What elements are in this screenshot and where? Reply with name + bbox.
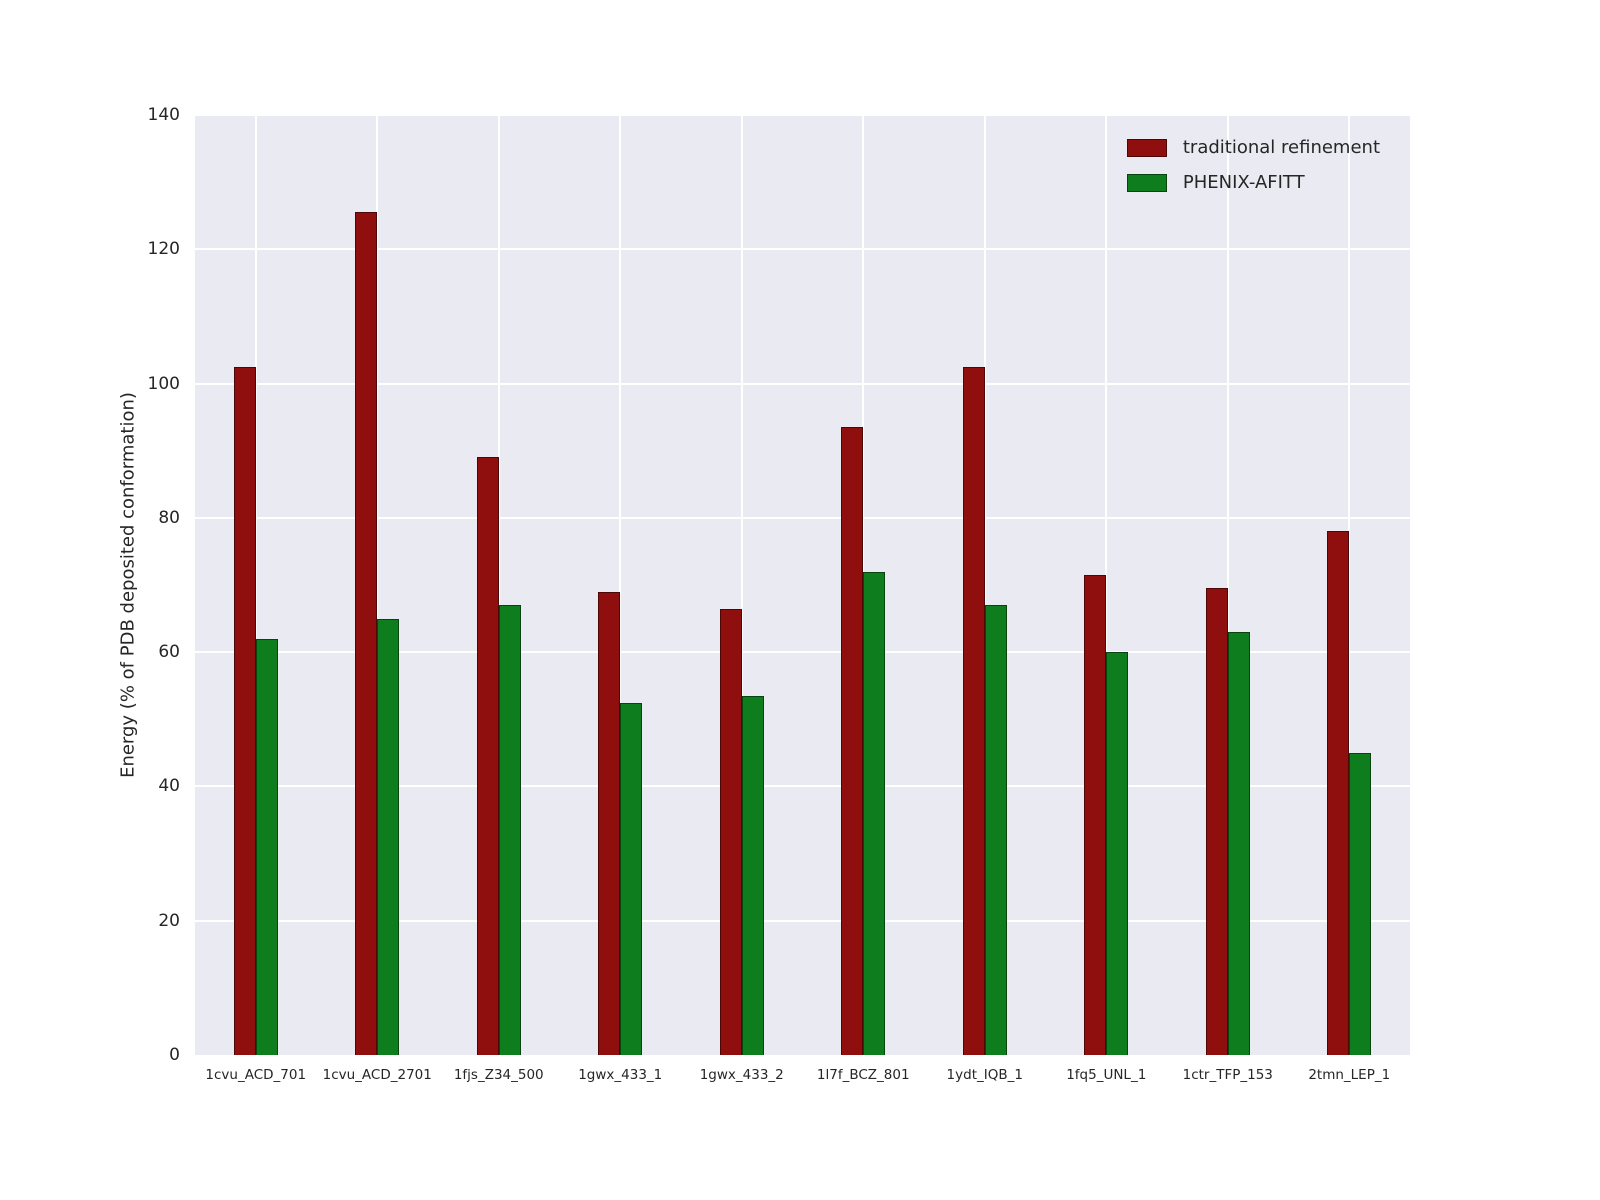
bar-phenix-afitt bbox=[1106, 652, 1129, 1055]
y-axis-label: Energy (% of PDB deposited conformation) bbox=[117, 392, 139, 778]
x-tick-label: 1cvu_ACD_701 bbox=[205, 1067, 307, 1083]
x-tick-label: 1fq5_UNL_1 bbox=[1066, 1067, 1147, 1083]
gridline-horizontal bbox=[195, 651, 1410, 654]
y-tick-label: 80 bbox=[158, 507, 180, 528]
bar-phenix-afitt bbox=[984, 605, 1007, 1055]
gridline-vertical bbox=[376, 115, 379, 1055]
gridline-horizontal bbox=[195, 382, 1410, 385]
x-tick-label: 1ctr_TFP_153 bbox=[1182, 1067, 1273, 1083]
bar-traditional-refinement bbox=[355, 212, 378, 1055]
bar-phenix-afitt bbox=[377, 618, 400, 1055]
bar-traditional-refinement bbox=[962, 366, 985, 1055]
gridline-vertical bbox=[1105, 115, 1108, 1055]
x-tick-label: 1fjs_Z34_500 bbox=[453, 1067, 544, 1083]
gridline-horizontal bbox=[195, 516, 1410, 519]
bar-traditional-refinement bbox=[1084, 574, 1107, 1055]
gridline-horizontal bbox=[195, 114, 1410, 116]
y-tick-label: 60 bbox=[158, 642, 180, 663]
gridline-horizontal bbox=[195, 248, 1410, 251]
bar-phenix-afitt bbox=[498, 605, 521, 1055]
x-tick-label: 2tmn_LEP_1 bbox=[1308, 1067, 1391, 1083]
bar-phenix-afitt bbox=[1349, 752, 1372, 1055]
legend-item: traditional refinement bbox=[1126, 137, 1380, 158]
x-tick-label: 1l7f_BCZ_801 bbox=[816, 1067, 910, 1083]
bar-traditional-refinement bbox=[841, 427, 864, 1055]
x-tick-label: 1gwx_433_2 bbox=[699, 1067, 784, 1083]
legend-swatch-icon bbox=[1126, 173, 1167, 192]
gridline-vertical bbox=[1348, 115, 1351, 1055]
y-tick-label: 100 bbox=[147, 373, 180, 394]
bar-traditional-refinement bbox=[598, 591, 621, 1055]
gridline-horizontal bbox=[195, 919, 1410, 922]
gridline-vertical bbox=[619, 115, 622, 1055]
gridline-horizontal bbox=[195, 785, 1410, 788]
legend-label: traditional refinement bbox=[1182, 137, 1380, 158]
gridline-vertical bbox=[740, 115, 743, 1055]
gridline-vertical bbox=[497, 115, 500, 1055]
bar-traditional-refinement bbox=[476, 457, 499, 1055]
y-tick-label: 120 bbox=[147, 239, 180, 260]
y-tick-label: 20 bbox=[158, 910, 180, 931]
bar-traditional-refinement bbox=[1327, 531, 1350, 1055]
bar-phenix-afitt bbox=[620, 702, 643, 1055]
legend-swatch-icon bbox=[1126, 138, 1167, 157]
bar-phenix-afitt bbox=[1227, 632, 1250, 1055]
bar-traditional-refinement bbox=[1205, 588, 1228, 1055]
y-tick-label: 40 bbox=[158, 776, 180, 797]
bar-phenix-afitt bbox=[741, 695, 764, 1055]
bar-traditional-refinement bbox=[719, 608, 742, 1055]
bar-phenix-afitt bbox=[255, 638, 278, 1055]
y-tick-label: 140 bbox=[147, 105, 180, 125]
x-tick-label: 1gwx_433_1 bbox=[578, 1067, 663, 1083]
bar-phenix-afitt bbox=[863, 571, 886, 1055]
x-tick-label: 1ydt_IQB_1 bbox=[946, 1067, 1023, 1083]
x-tick-label: 1cvu_ACD_2701 bbox=[322, 1067, 432, 1083]
gridline-vertical bbox=[983, 115, 986, 1055]
legend-item: PHENIX-AFITT bbox=[1126, 172, 1380, 193]
gridline-vertical bbox=[1226, 115, 1229, 1055]
gridline-vertical bbox=[254, 115, 257, 1055]
legend: traditional refinement PHENIX-AFITT bbox=[1117, 131, 1390, 199]
y-tick-label: 0 bbox=[169, 1045, 180, 1065]
plot-area: traditional refinement PHENIX-AFITT bbox=[195, 114, 1410, 1055]
bar-traditional-refinement bbox=[233, 366, 256, 1055]
legend-label: PHENIX-AFITT bbox=[1182, 172, 1305, 193]
